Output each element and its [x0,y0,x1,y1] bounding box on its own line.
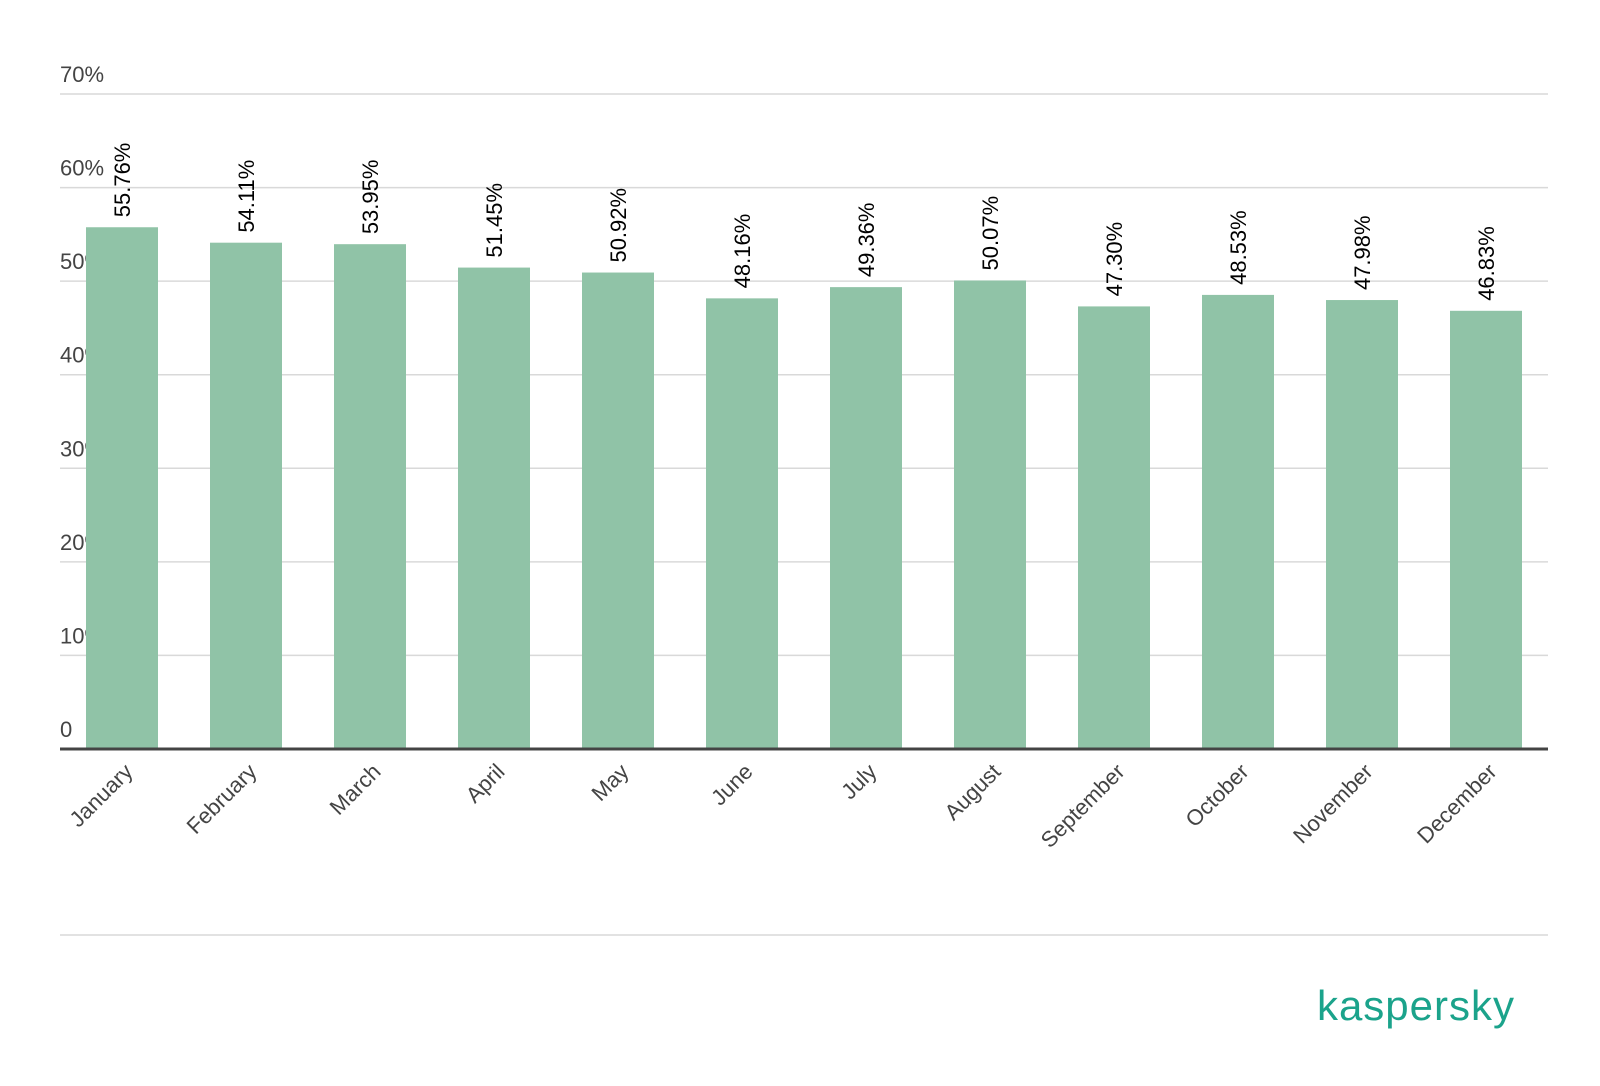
bar [582,272,654,749]
data-label: 46.83% [1474,226,1499,301]
bar [1450,310,1522,749]
bar [706,298,778,749]
bar [458,267,530,749]
x-tick-label: December [1412,759,1501,848]
data-label: 55.76% [110,143,135,218]
bar [1326,300,1398,749]
data-label: 51.45% [482,183,507,258]
data-label: 47.98% [1350,215,1375,290]
bar [1078,306,1150,749]
bar [86,227,158,749]
y-tick-label: 0 [60,717,72,742]
data-label: 53.95% [358,160,383,235]
x-tick-label: September [1036,759,1130,853]
x-tick-label: August [939,759,1005,825]
data-label: 47.30% [1102,222,1127,297]
data-label: 48.16% [730,214,755,289]
x-tick-label: November [1288,759,1377,848]
bar [830,287,902,749]
brand-logo: kaspersky [1317,982,1515,1029]
x-tick-label: July [836,759,881,804]
y-tick-label: 70% [60,62,104,87]
x-tick-label: April [461,759,510,808]
x-tick-label: March [325,759,386,820]
x-tick-label: October [1181,759,1254,832]
data-label: 50.92% [606,188,631,263]
data-label: 49.36% [854,203,879,278]
data-label: 54.11% [234,160,259,233]
bar [334,244,406,750]
data-label: 48.53% [1226,210,1251,285]
y-tick-label: 60% [60,156,104,181]
x-tick-label: June [706,759,757,810]
bar [210,242,282,749]
bar [1202,294,1274,749]
data-label: 50.07% [978,196,1003,271]
bar [954,280,1026,749]
x-tick-label: February [182,759,262,839]
x-tick-label: January [65,759,138,832]
x-tick-label: May [586,759,633,806]
